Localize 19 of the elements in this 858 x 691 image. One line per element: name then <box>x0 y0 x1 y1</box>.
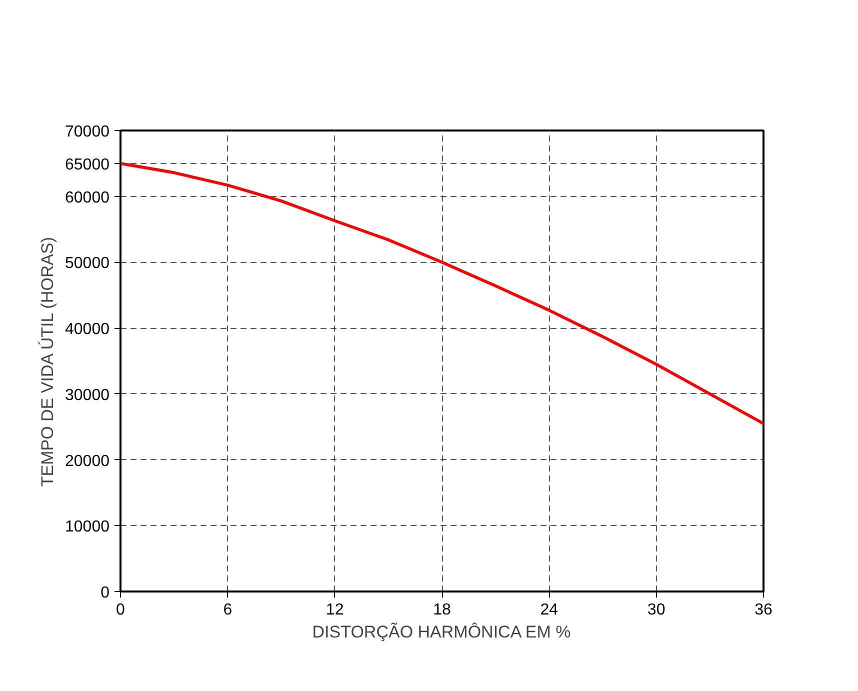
x-axis-title: DISTORÇÃO HARMÔNICA EM % <box>312 622 571 642</box>
y-tick-label: 40000 <box>65 321 110 338</box>
x-tick-label: 30 <box>647 602 666 618</box>
y-tick-label: 30000 <box>65 386 110 404</box>
x-tick-label: 36 <box>754 602 772 618</box>
y-tick-label: 65000 <box>65 156 110 174</box>
line-series <box>120 162 764 426</box>
y-tick-label: 20000 <box>65 452 110 470</box>
y-tick-label: 10000 <box>65 518 110 536</box>
x-tick-label: 6 <box>223 602 232 618</box>
x-tick-label: 0 <box>116 602 126 618</box>
y-tick-label: 70000 <box>65 124 110 140</box>
x-tick-label: 24 <box>540 602 558 618</box>
y-tick-label: 50000 <box>65 255 110 272</box>
y-tick-label: 0 <box>100 584 110 602</box>
y-tick-label: 60000 <box>65 189 110 206</box>
x-tick-label: 12 <box>326 602 344 618</box>
y-axis-title: TEMPO DE VIDA ÚTIL (HORAS) <box>38 236 58 487</box>
x-tick-label: 18 <box>433 602 451 618</box>
